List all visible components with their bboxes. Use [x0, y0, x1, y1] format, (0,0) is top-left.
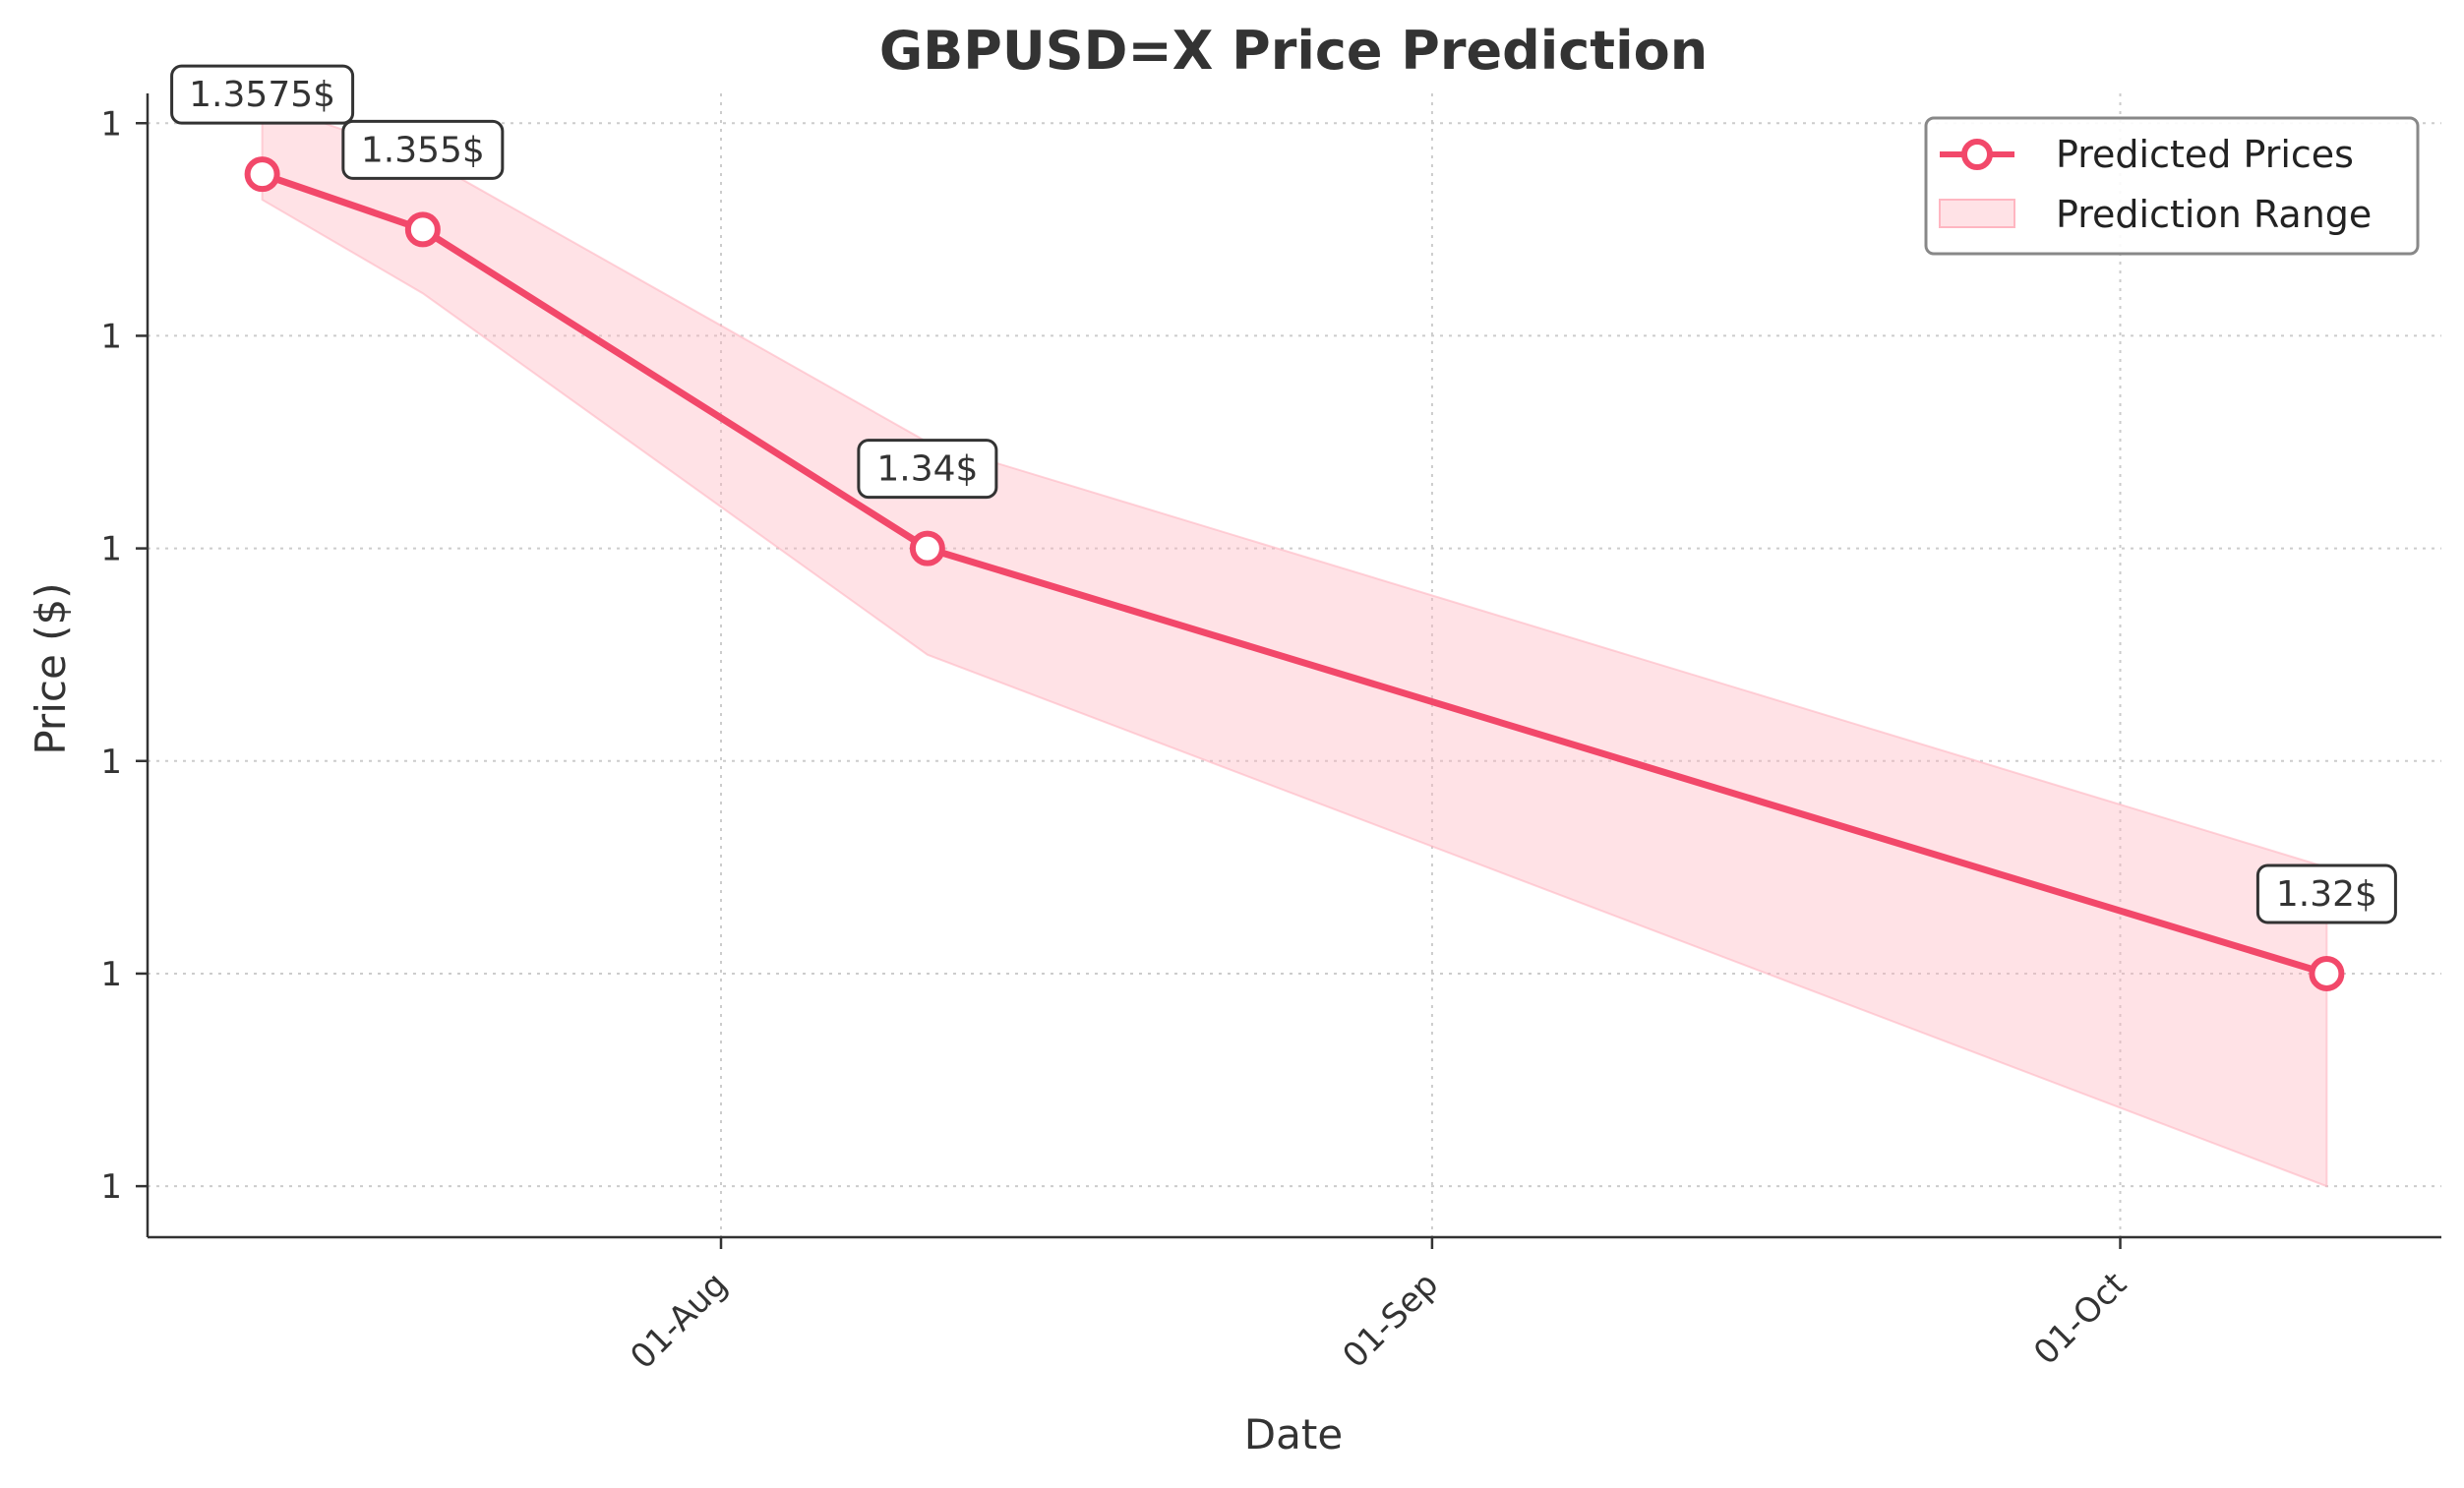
predicted-prices-line	[261, 170, 2328, 978]
data-label: 1.34$	[876, 449, 978, 490]
y-axis-ticks: 1 1 1 1 1 1	[100, 104, 148, 1207]
y-axis-label: Price ($)	[27, 582, 75, 754]
y-tick-label: 1	[100, 743, 122, 782]
x-axis-ticks: 01-Aug 01-Sep 01-Oct	[623, 1237, 2134, 1377]
y-tick-label: 1	[100, 104, 122, 144]
chart-title: GBPUSD=X Price Prediction	[879, 20, 1708, 82]
prediction-range-layer	[261, 100, 2328, 1188]
data-label: 1.32$	[2276, 874, 2377, 915]
x-tick-label: 01-Sep	[1335, 1265, 1446, 1376]
legend-marker-swatch	[1961, 139, 1993, 170]
x-tick-label: 01-Aug	[623, 1265, 735, 1377]
legend-range-swatch	[1939, 199, 2015, 228]
predicted-price-marker	[2309, 955, 2345, 991]
grid-lines	[148, 93, 2441, 1237]
predicted-price-marker	[909, 530, 945, 566]
y-tick-label: 1	[100, 955, 122, 994]
legend-predicted-prices: Predicted Prices	[2056, 133, 2354, 176]
data-label: 1.3575$	[189, 75, 335, 115]
y-tick-label: 1	[100, 317, 122, 356]
prediction-range-band	[261, 100, 2328, 1188]
predicted-price-marker	[244, 156, 280, 193]
data-label-box	[857, 439, 998, 500]
data-label-box	[341, 119, 505, 180]
data-label-box	[2255, 863, 2397, 924]
y-tick-label: 1	[100, 530, 122, 569]
y-tick-label: 1	[100, 1167, 122, 1207]
data-label: 1.355$	[361, 130, 485, 170]
legend-prediction-range: Prediction Range	[2056, 193, 2372, 236]
predicted-price-marker	[404, 211, 441, 248]
data-labels-layer: 1.3575$ 1.355$ 1.34$ 1.32$	[170, 64, 2397, 924]
x-axis-label: Date	[1244, 1410, 1343, 1458]
legend-frame	[1924, 116, 2420, 256]
data-label-box	[170, 64, 355, 125]
x-tick-label: 01-Oct	[2026, 1265, 2134, 1373]
predicted-prices-layer	[244, 156, 2345, 991]
legend: Predicted Prices Prediction Range	[1924, 116, 2420, 256]
